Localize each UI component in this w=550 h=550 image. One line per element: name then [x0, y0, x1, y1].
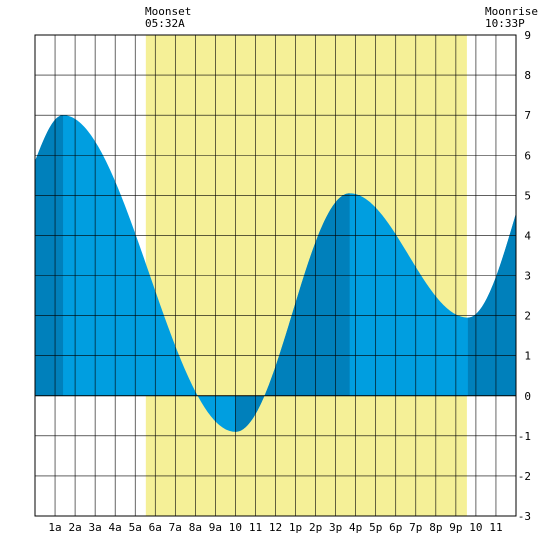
x-tick-label: 7p: [409, 521, 422, 534]
y-tick-labels: 9 8 7 6 5 4 3 2 1 0 -1 -2 -3: [518, 29, 532, 523]
tide-area-dark-0: [35, 115, 64, 396]
grid-lines: [35, 35, 516, 516]
x-tick-label: 8p: [429, 521, 442, 534]
x-tick-label: 6a: [149, 521, 162, 534]
moonrise-time: 10:33P: [485, 17, 525, 30]
plot-frame: [34, 34, 517, 517]
x-tick-label: 6p: [389, 521, 402, 534]
moonset-label: Moonset: [145, 5, 192, 18]
y-tick-label: 6: [524, 149, 531, 162]
x-tick-label: 1a: [48, 521, 61, 534]
y-tick-label: 5: [524, 189, 531, 202]
y-tick-label: 3: [524, 270, 531, 283]
x-tick-label: 8a: [189, 521, 202, 534]
x-tick-label: 1p: [289, 521, 302, 534]
x-tick-label: 5p: [369, 521, 382, 534]
x-tick-labels: 1a 2a 3a 4a 5a 6a 7a 8a 9a 10 11 12 1p 2p 3p 4p 5p 6p 7p 8p…: [48, 521, 502, 534]
x-tick-label: 5a: [129, 521, 142, 534]
x-tick-label: 4p: [349, 521, 362, 534]
y-tick-label: -2: [518, 470, 531, 483]
tide-area-dark-group: [35, 115, 516, 432]
moonset-header: Moonset 05:32A: [145, 6, 191, 30]
y-tick-label: 1: [524, 350, 531, 363]
x-tick-label: 7a: [169, 521, 182, 534]
tide-area-dark-1: [235, 193, 350, 432]
x-tick-label: 4a: [109, 521, 122, 534]
moonrise-label: Moonrise: [485, 5, 538, 18]
x-tick-label: 10: [469, 521, 482, 534]
y-tick-label: -3: [518, 510, 531, 523]
x-tick-label: 3a: [89, 521, 102, 534]
x-tick-label: 12: [269, 521, 282, 534]
y-tick-label: 9: [524, 29, 531, 42]
y-tick-label: 2: [524, 310, 531, 323]
x-tick-label: 11: [249, 521, 262, 534]
moonrise-header: Moonrise 10:33P: [485, 6, 538, 30]
y-tick-label: 8: [524, 69, 531, 82]
x-tick-label: 3p: [329, 521, 342, 534]
x-tick-label: 2p: [309, 521, 322, 534]
tide-area-dark-2: [467, 213, 516, 396]
y-tick-label: 0: [524, 390, 531, 403]
y-tick-label: -1: [518, 430, 531, 443]
x-tick-label: 11: [489, 521, 502, 534]
x-tick-label: 10: [229, 521, 242, 534]
y-tick-label: 7: [524, 109, 531, 122]
x-tick-label: 9a: [209, 521, 222, 534]
x-tick-label: 9p: [449, 521, 462, 534]
y-tick-label: 4: [524, 229, 531, 242]
moonset-time: 05:32A: [145, 17, 185, 30]
x-tick-label: 2a: [68, 521, 81, 534]
